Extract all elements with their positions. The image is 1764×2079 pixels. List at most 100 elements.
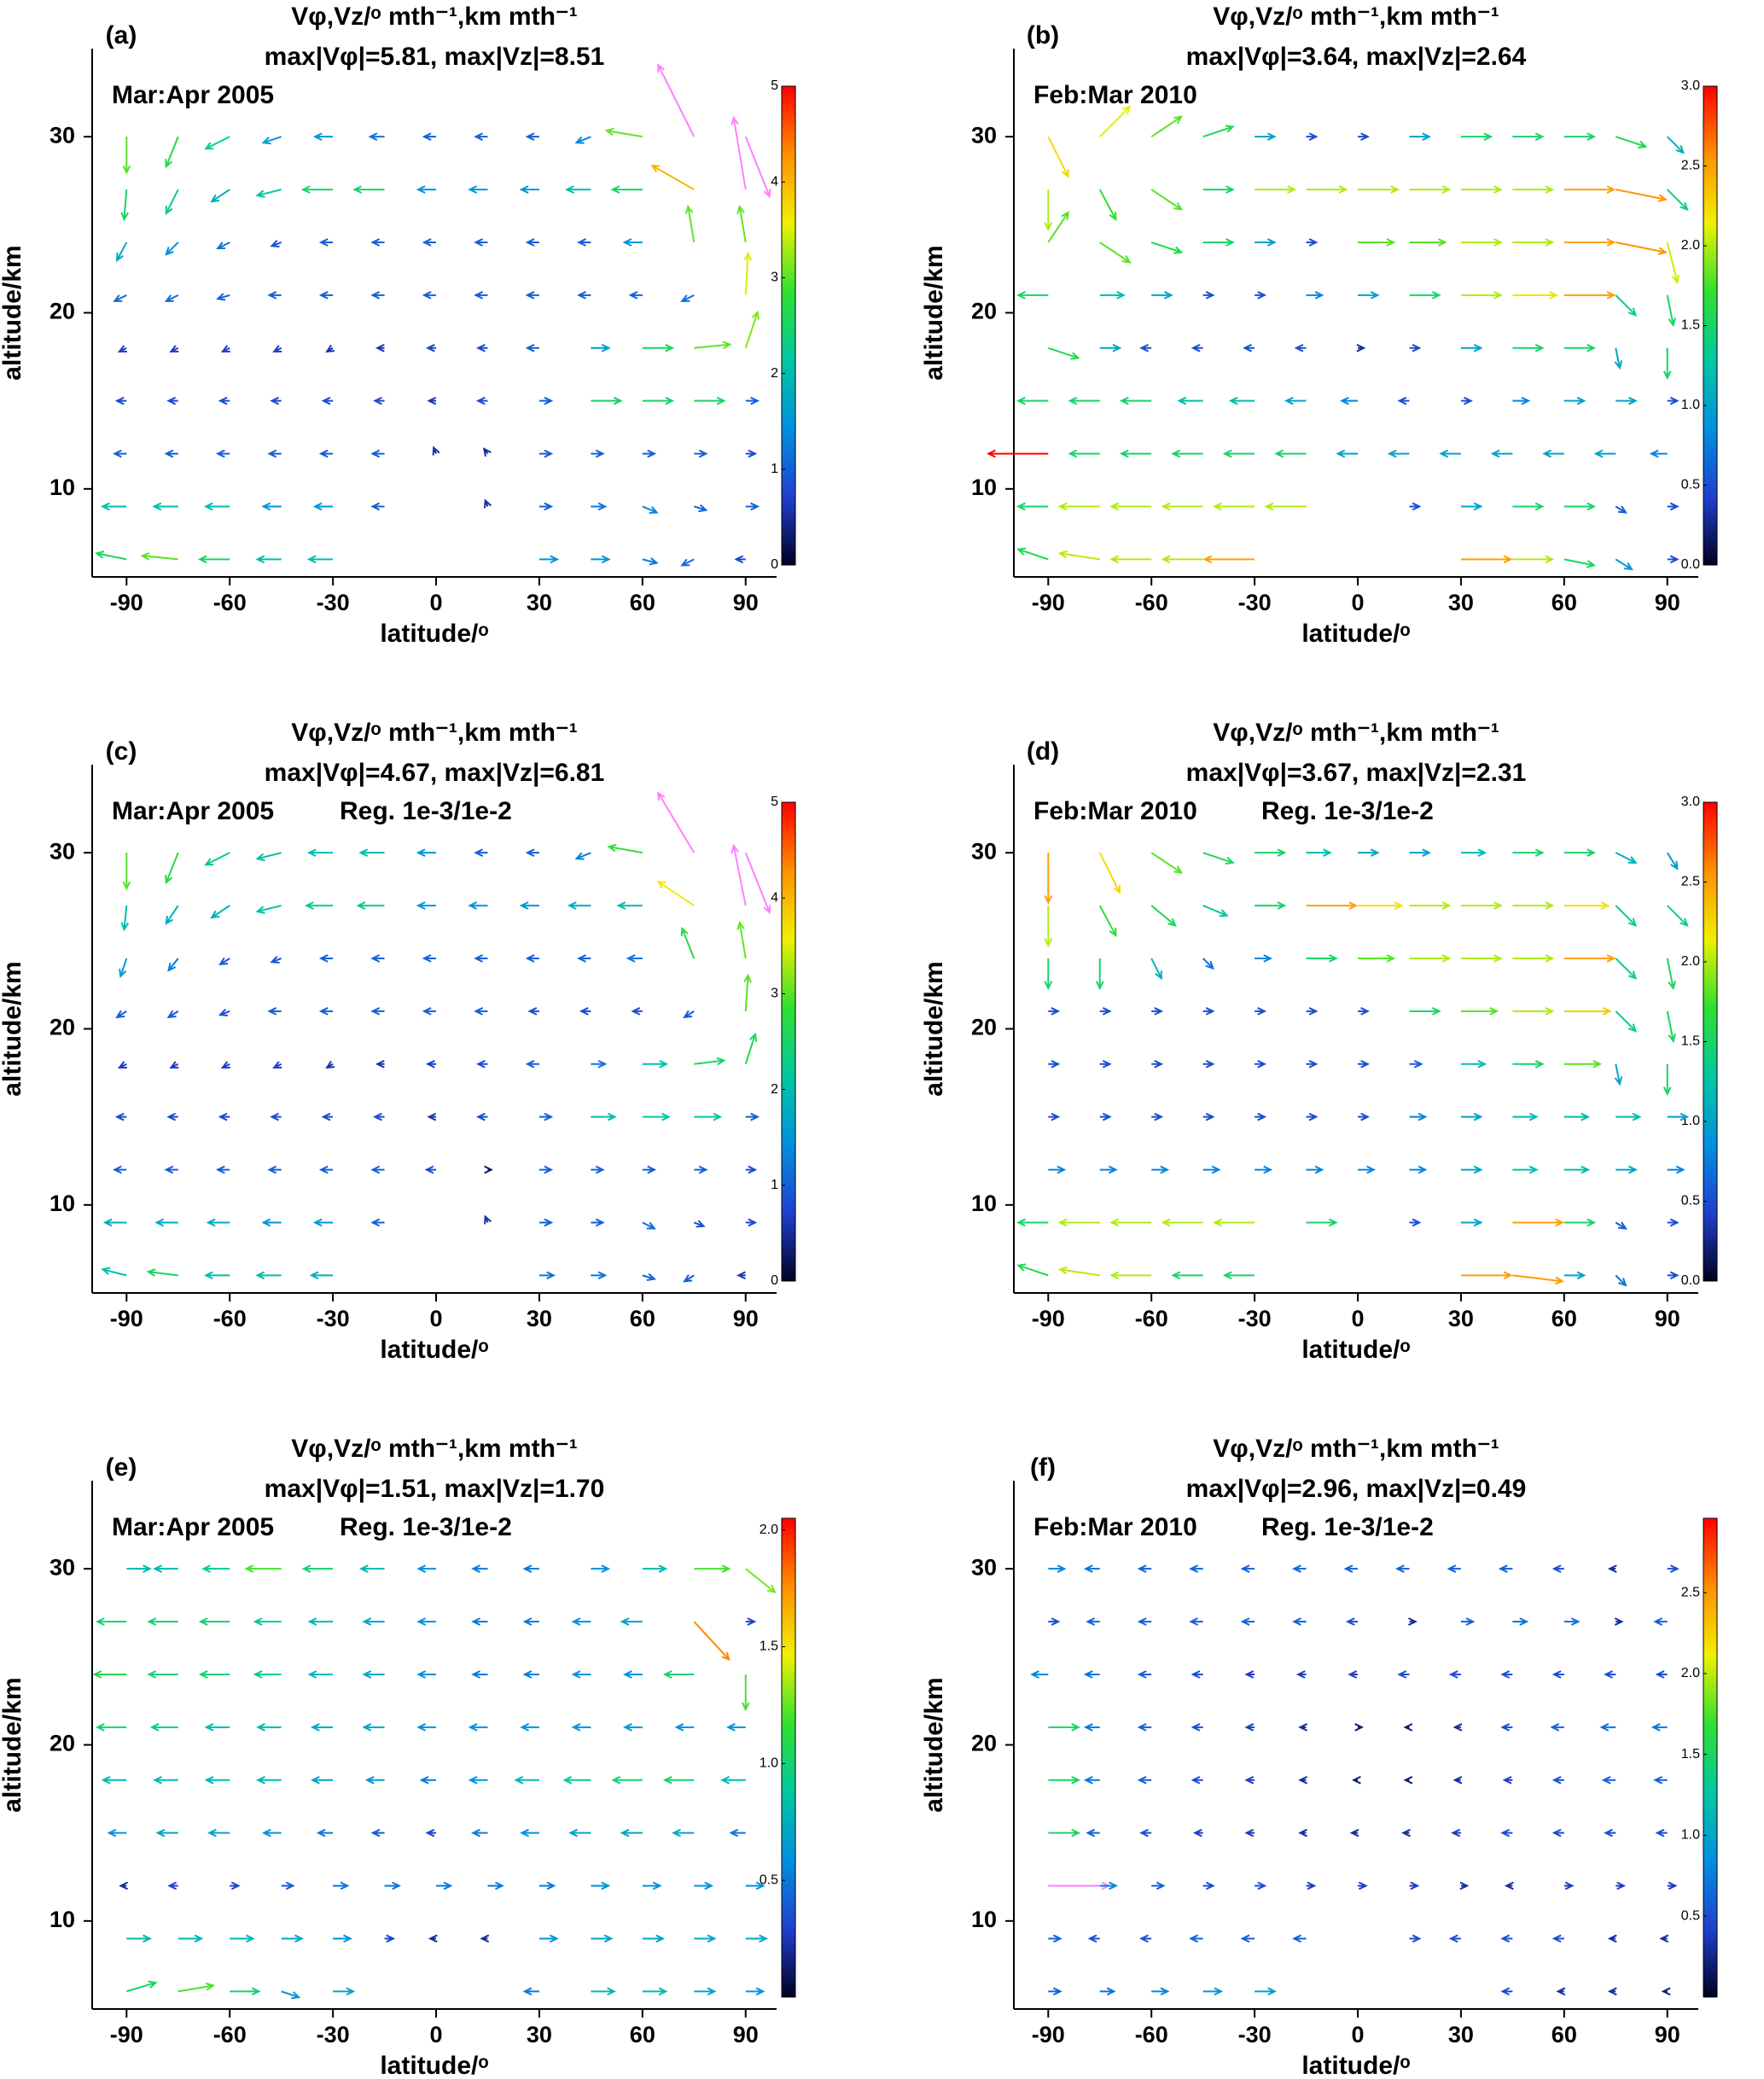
wind-arrow <box>1667 1112 1690 1121</box>
wind-arrow <box>1151 1165 1170 1174</box>
wind-arrow <box>1453 1723 1463 1732</box>
wind-arrow <box>1349 1828 1359 1837</box>
wind-arrow <box>164 449 178 458</box>
wind-arrow <box>1306 1112 1319 1121</box>
wind-arrow <box>267 291 282 300</box>
wind-arrow <box>356 901 385 910</box>
wind-arrow <box>95 550 127 561</box>
wind-arrow <box>301 1564 334 1573</box>
wind-arrow <box>119 958 128 979</box>
wind-arrow <box>261 1828 282 1837</box>
wind-arrow <box>153 1564 178 1573</box>
wind-arrow <box>650 164 695 190</box>
wind-arrow <box>744 852 771 915</box>
wind-arrow <box>1460 238 1503 247</box>
wind-arrow <box>642 1272 657 1281</box>
wind-arrow <box>1409 1218 1422 1227</box>
wind-arrow <box>207 1828 230 1837</box>
wind-arrow <box>571 1670 591 1679</box>
wind-arrow <box>1614 1617 1624 1626</box>
wind-arrow <box>1048 1007 1061 1016</box>
wind-arrow <box>642 1564 668 1573</box>
wind-arrow <box>525 291 539 300</box>
colorbar-tick-label: 0.5 <box>1681 1194 1700 1208</box>
panel-title: Vφ,Vz/ᵒ mth⁻¹,km mth⁻¹ <box>1213 3 1499 31</box>
wind-arrow <box>253 1670 282 1679</box>
wind-arrow <box>571 1723 591 1732</box>
wind-arrow <box>657 791 696 853</box>
wind-arrow <box>1460 1112 1483 1121</box>
wind-arrow <box>471 1828 488 1837</box>
wind-arrow <box>1292 1934 1307 1943</box>
wind-arrow <box>1667 905 1689 928</box>
wind-arrow <box>694 1057 726 1066</box>
wind-arrow <box>370 1828 385 1837</box>
wind-arrow <box>539 1218 554 1227</box>
wind-arrow <box>1099 1112 1112 1121</box>
x-tick-label: 30 <box>527 590 552 615</box>
wind-arrow <box>149 1723 178 1732</box>
wind-arrow <box>484 498 492 509</box>
wind-arrow <box>1047 346 1080 360</box>
wind-arrow <box>1044 189 1053 232</box>
wind-arrow <box>165 242 179 256</box>
wind-arrow <box>321 1112 334 1121</box>
panel-subtitle: max|Vφ|=3.64, max|Vz|=2.64 <box>1186 43 1527 71</box>
wind-arrow <box>1552 1670 1564 1679</box>
wind-arrow <box>364 1775 385 1785</box>
colorbar <box>1703 1517 1718 1998</box>
wind-arrow <box>1661 1987 1671 1996</box>
wind-arrow <box>122 853 131 891</box>
wind-arrow <box>1512 1165 1539 1174</box>
wind-arrow <box>522 1564 539 1573</box>
wind-arrow <box>210 905 230 919</box>
wind-arrow <box>1244 1775 1255 1785</box>
wind-arrow <box>425 343 437 352</box>
wind-arrow <box>152 502 178 511</box>
colorbar-tick-label: 2.5 <box>1681 1585 1700 1599</box>
wind-arrow <box>1137 1723 1152 1732</box>
wind-arrow <box>1202 1007 1215 1016</box>
regularization-label: Reg. 1e-3/1e-2 <box>1261 797 1434 825</box>
wind-arrow <box>525 238 539 247</box>
wind-arrow <box>736 204 747 243</box>
wind-arrow <box>1240 1617 1255 1626</box>
wind-arrow <box>642 1987 668 1996</box>
wind-arrow <box>318 238 334 247</box>
wind-arrow <box>1222 449 1255 458</box>
wind-arrow <box>1655 1670 1668 1679</box>
wind-arrow <box>1563 1218 1597 1227</box>
panel: (f) Vφ,Vz/ᵒ mth⁻¹,km mth⁻¹ max|Vφ|=2.96, m… <box>920 1435 1718 2079</box>
panel: (e) Vφ,Vz/ᵒ mth⁻¹,km mth⁻¹ max|Vφ|=1.51, m… <box>0 1435 796 2079</box>
wind-arrow <box>425 1828 437 1837</box>
wind-arrow <box>1150 905 1177 927</box>
wind-arrow <box>164 1165 178 1174</box>
wind-arrow <box>416 901 437 910</box>
wind-arrow <box>1502 1775 1513 1785</box>
wind-arrow <box>1099 1059 1112 1069</box>
wind-arrow <box>1047 136 1069 178</box>
wind-arrow <box>204 1723 230 1732</box>
wind-arrow <box>230 1934 255 1943</box>
panel-subtitle: max|Vφ|=5.81, max|Vz|=8.51 <box>265 43 605 71</box>
wind-arrow <box>1607 1564 1617 1573</box>
wind-arrow <box>114 1112 127 1121</box>
wind-arrow <box>1151 1059 1164 1069</box>
wind-arrow <box>474 238 488 247</box>
regularization-label: Reg. 1e-3/1e-2 <box>1261 1513 1434 1541</box>
wind-arrow <box>1512 954 1555 963</box>
wind-arrow <box>1244 1828 1255 1837</box>
wind-arrow <box>255 905 282 914</box>
wind-arrow <box>539 555 560 564</box>
wind-arrow <box>591 1934 614 1943</box>
wind-arrow <box>422 954 437 963</box>
wind-arrow <box>471 1564 488 1573</box>
wind-arrow <box>745 1218 758 1227</box>
wind-arrow <box>1447 1564 1461 1573</box>
x-axis-label: latitude/ᵒ <box>380 2052 488 2079</box>
wind-arrow <box>1667 396 1680 405</box>
wind-arrow <box>562 1775 591 1785</box>
wind-arrow <box>1161 502 1203 511</box>
wind-arrow <box>1139 1934 1152 1943</box>
wind-arrow <box>574 136 591 144</box>
